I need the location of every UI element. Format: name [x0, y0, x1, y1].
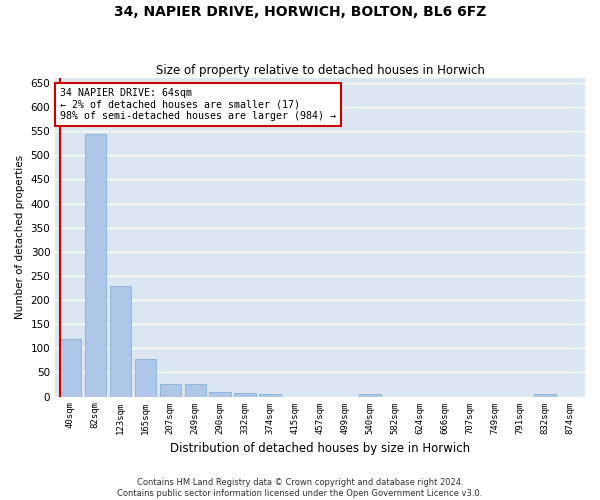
- Bar: [59, 338, 81, 396]
- Title: Size of property relative to detached houses in Horwich: Size of property relative to detached ho…: [155, 64, 485, 77]
- Bar: [185, 384, 206, 396]
- Text: 34, NAPIER DRIVE, HORWICH, BOLTON, BL6 6FZ: 34, NAPIER DRIVE, HORWICH, BOLTON, BL6 6…: [114, 5, 486, 19]
- Bar: [160, 384, 181, 396]
- Y-axis label: Number of detached properties: Number of detached properties: [15, 156, 25, 320]
- Bar: [259, 394, 281, 396]
- Bar: [235, 392, 256, 396]
- Bar: [110, 286, 131, 397]
- X-axis label: Distribution of detached houses by size in Horwich: Distribution of detached houses by size …: [170, 442, 470, 455]
- Text: 34 NAPIER DRIVE: 64sqm
← 2% of detached houses are smaller (17)
98% of semi-deta: 34 NAPIER DRIVE: 64sqm ← 2% of detached …: [61, 88, 337, 121]
- Bar: [359, 394, 380, 396]
- Bar: [85, 134, 106, 396]
- Text: Contains HM Land Registry data © Crown copyright and database right 2024.
Contai: Contains HM Land Registry data © Crown c…: [118, 478, 482, 498]
- Bar: [209, 392, 231, 396]
- Bar: [535, 394, 556, 396]
- Bar: [134, 359, 156, 397]
